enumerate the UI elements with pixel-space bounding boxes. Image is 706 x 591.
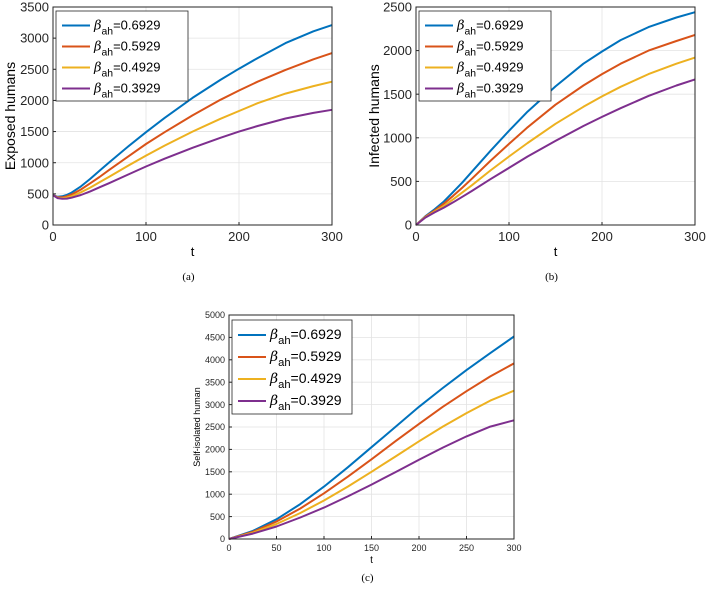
x-tick-label: 0 <box>412 229 419 244</box>
y-tick-label: 1000 <box>205 489 225 499</box>
y-tick-label: 500 <box>27 186 49 201</box>
x-tick-label: 300 <box>506 543 521 553</box>
x-tick-label: 0 <box>226 543 231 553</box>
y-tick-label: 4500 <box>205 333 225 343</box>
y-tick-label: 2500 <box>205 422 225 432</box>
x-tick-label: 0 <box>49 229 56 244</box>
x-tick-label: 50 <box>271 543 281 553</box>
x-axis-label: t <box>370 555 373 566</box>
series-line-2 <box>415 33 696 226</box>
x-tick-label: 150 <box>364 543 379 553</box>
series-line-3 <box>415 56 696 226</box>
x-axis-label: t <box>554 244 558 259</box>
y-tick-label: 0 <box>42 218 49 233</box>
x-tick-label: 200 <box>228 229 250 244</box>
axes-box <box>52 6 333 226</box>
y-tick-label: 2500 <box>20 62 49 77</box>
series-line-4 <box>415 78 696 226</box>
y-axis-label: Self-isolated human <box>192 387 202 467</box>
series-line-2 <box>52 52 333 199</box>
y-tick-label: 2000 <box>205 445 225 455</box>
x-tick-label: 300 <box>684 229 706 244</box>
y-tick-label: 3500 <box>20 0 49 15</box>
x-tick-label: 100 <box>498 229 520 244</box>
y-axis-label: Infected humans <box>366 64 382 168</box>
y-tick-label: 1500 <box>205 467 225 477</box>
legend-entry-1: βah=0.6929 <box>269 326 342 347</box>
x-tick-label: 250 <box>459 543 474 553</box>
legend-entry-2: βah=0.5929 <box>456 39 523 59</box>
legend-entry-3: βah=0.4929 <box>269 370 342 391</box>
legend-entry-3: βah=0.4929 <box>93 60 160 80</box>
series-line-2 <box>228 362 515 540</box>
series-line-1 <box>52 24 333 198</box>
y-tick-label: 3500 <box>205 377 225 387</box>
legend-entry-2: βah=0.5929 <box>93 39 160 59</box>
y-tick-label: 4000 <box>205 355 225 365</box>
x-tick-label: 200 <box>411 543 426 553</box>
x-tick-label: 200 <box>591 229 613 244</box>
y-tick-label: 3000 <box>20 31 49 46</box>
panel-caption: (c) <box>361 572 374 584</box>
legend-entry-4: βah=0.3929 <box>456 81 523 101</box>
y-tick-label: 2000 <box>383 43 412 58</box>
y-tick-label: 500 <box>210 512 225 522</box>
y-tick-label: 3000 <box>205 400 225 410</box>
y-tick-label: 0 <box>220 534 225 544</box>
y-tick-label: 0 <box>405 218 412 233</box>
y-axis-label: Exposed humans <box>2 62 18 170</box>
y-tick-label: 5000 <box>205 310 225 320</box>
axes-box <box>415 6 696 226</box>
x-tick-label: 100 <box>316 543 331 553</box>
chart-panel-2: 0 100 200 300 0 500 1000 1500 2000 2500 t Infected … <box>366 0 706 283</box>
series-line-4 <box>52 108 333 200</box>
y-tick-label: 2000 <box>20 93 49 108</box>
y-tick-label: 1500 <box>20 124 49 139</box>
x-tick-label: 300 <box>321 229 343 244</box>
y-tick-label: 2500 <box>383 0 412 15</box>
y-tick-label: 1000 <box>20 155 49 170</box>
chart-panel-3: 0 50 100 150 200 250 3000500100015002000250030… <box>192 310 522 584</box>
y-tick-label: 1500 <box>383 87 412 102</box>
legend-entry-4: βah=0.3929 <box>269 392 342 413</box>
series-line-4 <box>228 419 515 540</box>
legend-entry-2: βah=0.5929 <box>269 348 342 369</box>
series-line-1 <box>228 335 515 540</box>
series-line-1 <box>415 11 696 226</box>
series-line-3 <box>228 389 515 540</box>
panel-caption: (b) <box>545 271 558 283</box>
chart-panel-1: 0 100 200 3000500100015002000250030003500tE… <box>2 0 343 283</box>
panel-caption: (a) <box>182 271 195 283</box>
x-axis-label: t <box>191 244 195 259</box>
legend-entry-1: βah=0.6929 <box>456 18 523 38</box>
y-tick-label: 1000 <box>383 130 412 145</box>
x-tick-label: 100 <box>135 229 157 244</box>
series-line-3 <box>52 80 333 200</box>
y-tick-label: 500 <box>390 174 412 189</box>
legend-entry-3: βah=0.4929 <box>456 60 523 80</box>
legend-entry-1: βah=0.6929 <box>93 18 160 38</box>
legend-entry-4: βah=0.3929 <box>93 81 160 101</box>
